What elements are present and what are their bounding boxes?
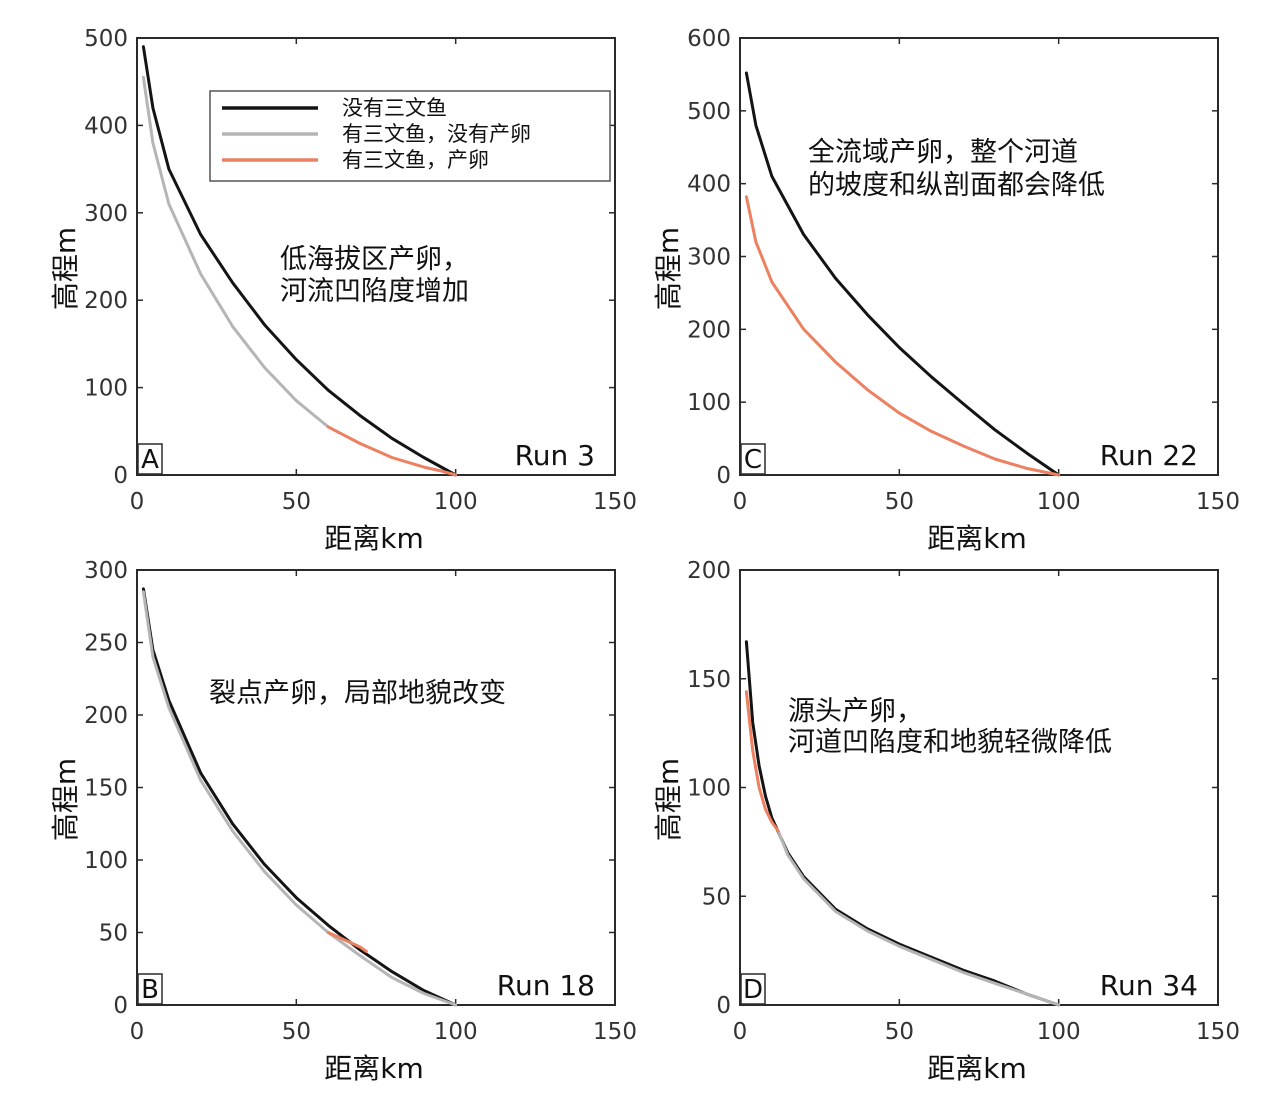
chart-panel-b: 0 50 100 150 0 50 100 150 200 250 300 距离km 高程m 裂点产卵，局… [49, 558, 637, 1085]
y-tick-label: 250 [84, 631, 128, 657]
series-line-salmon-spawn [744, 690, 780, 833]
y-tick-label: 200 [84, 288, 128, 314]
y-tick-label: 0 [716, 993, 731, 1019]
x-tick-label: 50 [885, 489, 914, 515]
x-tick-label: 100 [1037, 489, 1081, 515]
panel-label: B [141, 975, 159, 1005]
y-tick-label: 200 [687, 558, 731, 584]
x-tick-label: 0 [130, 1019, 145, 1045]
panel-label-box [740, 443, 766, 475]
y-tick-label: 0 [716, 463, 731, 489]
x-tick-label: 50 [282, 1019, 311, 1045]
y-tick-label: 600 [687, 26, 731, 52]
x-tick-label: 100 [434, 1019, 478, 1045]
plot-frame [739, 37, 1219, 476]
panel-label-box [137, 973, 163, 1005]
chart-panel-c: 0 50 100 150 0 100 200 300 400 500 600 距离km 高程m 全流域产卵… [652, 26, 1240, 555]
y-tick-label: 300 [84, 201, 128, 227]
plot-frame [739, 569, 1219, 1006]
y-tick-label: 300 [687, 245, 731, 271]
y-tick-label: 500 [84, 26, 128, 52]
panel-label: D [743, 975, 763, 1005]
series-line-salmon-no-spawn [141, 590, 458, 1007]
x-tick-label: 0 [733, 489, 748, 515]
y-tick-label: 150 [84, 776, 128, 802]
y-tick-label: 200 [687, 317, 731, 343]
run-label: Run 34 [1100, 969, 1198, 1002]
x-axis-label: 距离km [324, 522, 424, 555]
y-tick-label: 400 [687, 172, 731, 198]
annotation-text: 河道凹陷度和地貌轻微降低 [788, 727, 1112, 758]
series-line-salmon-spawn [326, 931, 368, 953]
panel-label-box [137, 443, 163, 475]
y-tick-label: 100 [687, 390, 731, 416]
panel-label: A [141, 445, 159, 475]
y-tick-label: 0 [113, 463, 128, 489]
y-axis-label: 高程m [49, 758, 82, 841]
series-line-salmon-spawn [326, 425, 458, 477]
y-tick-label: 100 [84, 376, 128, 402]
x-axis-label: 距离km [927, 1052, 1027, 1085]
y-tick-label: 500 [687, 99, 731, 125]
x-axis-label: 距离km [927, 522, 1027, 555]
y-tick-label: 50 [702, 884, 731, 910]
series-line-salmon-no-spawn [141, 75, 330, 429]
panel-label-box [740, 973, 766, 1005]
y-tick-label: 100 [687, 776, 731, 802]
x-tick-label: 50 [282, 489, 311, 515]
series-line-no-salmon [744, 71, 1061, 477]
annotation-text: 裂点产卵，局部地貌改变 [209, 678, 506, 709]
run-label: Run 3 [515, 439, 595, 472]
annotation-text: 全流域产卵，整个河道 [808, 137, 1078, 168]
series-line-no-salmon [141, 587, 458, 1007]
x-tick-label: 150 [1196, 1019, 1240, 1045]
y-tick-label: 400 [84, 113, 128, 139]
y-tick-label: 50 [99, 921, 128, 947]
y-axis-label: 高程m [49, 227, 82, 310]
panel-label: C [744, 445, 762, 475]
x-axis-label: 距离km [324, 1052, 424, 1085]
x-tick-label: 150 [593, 1019, 637, 1045]
y-tick-label: 100 [84, 848, 128, 874]
annotation-text: 低海拔区产卵， [280, 244, 469, 275]
y-axis-label: 高程m [652, 227, 685, 310]
annotation-text: 的坡度和纵剖面都会降低 [808, 170, 1105, 201]
legend-label: 有三文鱼，没有产卵 [342, 122, 531, 146]
legend-label: 没有三文鱼 [342, 96, 447, 120]
annotation-text: 河流凹陷度增加 [280, 276, 469, 307]
series-line-no-salmon [744, 640, 1061, 1007]
x-tick-label: 50 [885, 1019, 914, 1045]
x-tick-label: 150 [593, 489, 637, 515]
x-tick-label: 100 [1037, 1019, 1081, 1045]
x-tick-label: 100 [434, 489, 478, 515]
plot-frame [136, 569, 616, 1006]
y-tick-label: 200 [84, 703, 128, 729]
chart-panel-d: 0 50 100 150 0 50 100 150 200 距离km 高程m 源头产卵，河道凹陷度和地… [652, 558, 1240, 1085]
annotation-text: 源头产卵， [788, 696, 923, 727]
y-tick-label: 150 [687, 667, 731, 693]
legend-box [209, 90, 611, 182]
series-line-no-salmon [141, 45, 458, 477]
run-label: Run 18 [497, 969, 595, 1002]
x-tick-label: 150 [1196, 489, 1240, 515]
series-line-salmon-spawn [744, 195, 1061, 477]
x-tick-label: 0 [130, 489, 145, 515]
y-tick-label: 300 [84, 558, 128, 584]
series-line-salmon-no-spawn [776, 829, 1061, 1007]
legend-label: 有三文鱼，产卵 [342, 148, 489, 172]
run-label: Run 22 [1100, 439, 1198, 472]
y-axis-label: 高程m [652, 758, 685, 841]
x-tick-label: 0 [733, 1019, 748, 1045]
y-tick-label: 0 [113, 993, 128, 1019]
